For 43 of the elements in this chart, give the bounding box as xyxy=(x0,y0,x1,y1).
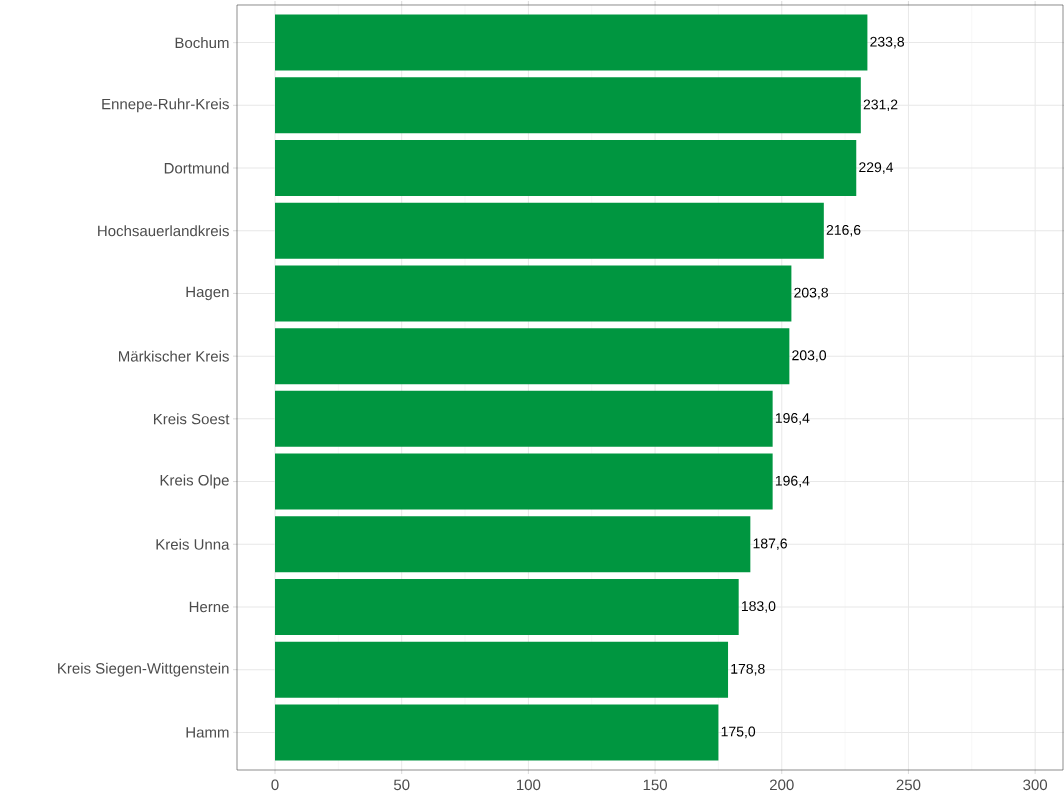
data-label: 229,4 xyxy=(859,162,894,174)
data-label: 233,8 xyxy=(870,36,905,49)
y-tick-label: Kreis Siegen-Wittgenstein xyxy=(58,662,229,677)
bar xyxy=(275,578,739,635)
bar xyxy=(275,77,861,134)
data-label: 196,4 xyxy=(775,475,810,488)
data-label: 196,4 xyxy=(775,413,810,425)
data-label: 187,6 xyxy=(753,538,787,551)
y-tick-label: Bochum xyxy=(175,37,229,49)
data-label: 178,8 xyxy=(731,663,765,676)
x-tick-label: 200 xyxy=(770,779,794,791)
bar xyxy=(275,14,868,71)
y-tick-label: Märkischer Kreis xyxy=(119,350,229,362)
y-tick-label: Kreis Olpe xyxy=(160,474,229,489)
bar xyxy=(275,390,773,447)
y-tick-label: Hochsauerlandkreis xyxy=(98,225,229,237)
data-label: 175,0 xyxy=(721,726,756,739)
y-tick-label: Kreis Unna xyxy=(156,538,230,550)
y-tick-label: Hagen xyxy=(186,286,229,301)
bar xyxy=(275,265,792,322)
x-tick-label: 300 xyxy=(1023,779,1048,791)
x-tick-label: 50 xyxy=(393,779,410,791)
y-tick-label: Ennepe-Ruhr-Kreis xyxy=(102,98,229,113)
bar xyxy=(275,328,790,385)
x-tick-label: 100 xyxy=(517,779,541,791)
y-tick-label: Hamm xyxy=(186,727,229,738)
data-label: 231,2 xyxy=(863,99,898,112)
bar xyxy=(275,202,824,259)
x-tick-label: 250 xyxy=(896,779,921,791)
x-tick-label: 0 xyxy=(271,779,279,791)
data-label: 183,0 xyxy=(741,601,776,613)
bar xyxy=(275,453,773,510)
y-tick-label: Kreis Soest xyxy=(153,413,230,425)
bar xyxy=(275,140,857,197)
bar xyxy=(275,704,719,761)
y-tick-label: Dortmund xyxy=(164,162,229,174)
data-label: 216,6 xyxy=(826,224,861,237)
bar xyxy=(275,516,751,573)
y-tick-label: Herne xyxy=(189,601,229,613)
x-tick-label: 150 xyxy=(643,779,667,791)
data-label: 203,8 xyxy=(794,287,829,300)
bar xyxy=(275,641,729,698)
data-label: 203,0 xyxy=(792,350,827,362)
